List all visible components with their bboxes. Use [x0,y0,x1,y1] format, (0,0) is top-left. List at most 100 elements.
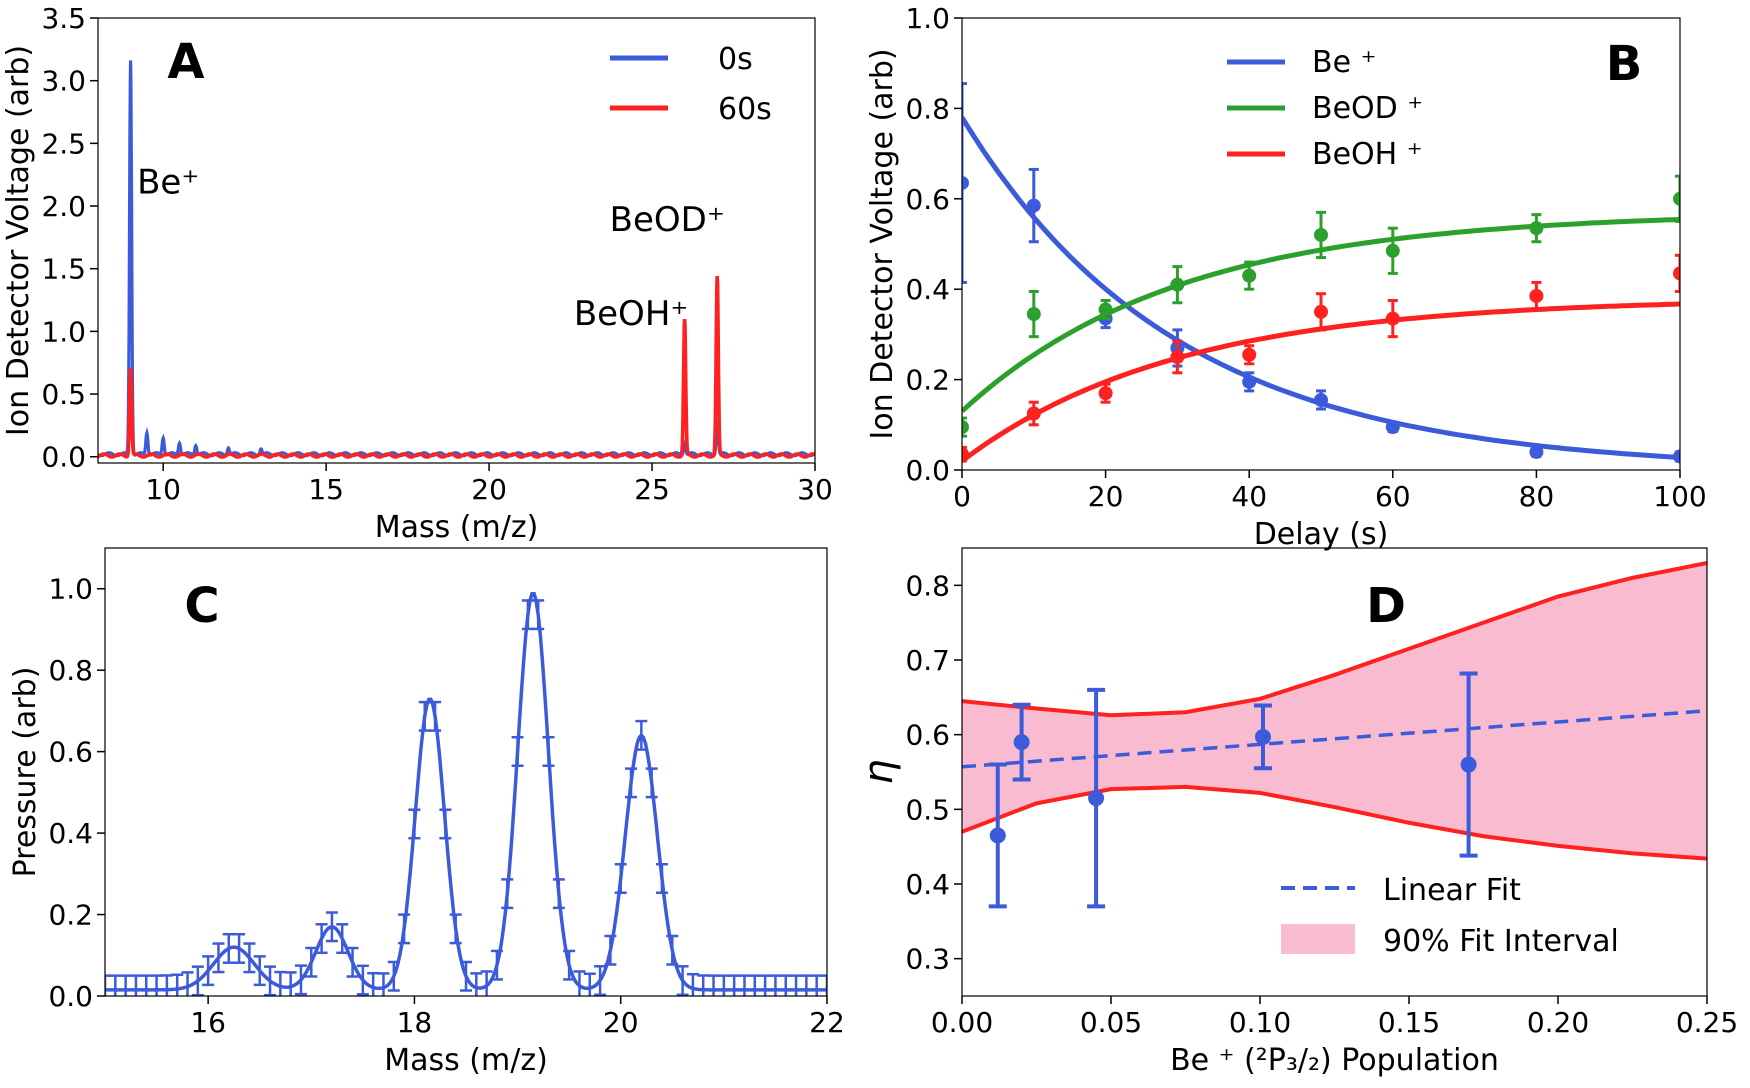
data-point [1673,191,1680,206]
x-tick-label: 30 [797,473,833,506]
y-tick-label: 2.0 [41,190,86,223]
y-axis-label: Pressure (arb) [8,667,43,878]
x-tick-label: 100 [1653,480,1706,513]
data-point [1170,350,1185,364]
panel-c: 16 18 20 22 0.0 0.2 0.4 0.6 0.8 1.0 Mass (m/z) Pres… [8,547,845,1078]
legend-label: 90% Fit Interval [1383,924,1619,959]
data-point [1529,444,1544,459]
y-tick-label: 0.7 [905,644,950,677]
x-tick-label: 0.15 [1378,1006,1440,1039]
x-tick-label: 0.20 [1527,1006,1589,1039]
axes-frame [104,547,828,997]
legend-label: Linear Fit [1383,873,1521,908]
y-tick-label: 3.5 [41,2,86,35]
plot-area [98,60,815,459]
y-tick-label: 0.5 [41,378,86,411]
data-point [1026,406,1041,421]
panel-d: 0.00 0.05 0.10 0.15 0.20 0.25 0.3 0.4 0.5 0.6 0.7 0… [856,547,1738,1078]
y-tick-label: 0.4 [905,868,950,901]
data-point [1098,302,1113,317]
panel-label: C [184,578,219,634]
panel-label: A [167,34,204,90]
panel-label: B [1606,36,1643,92]
legend-label: Be ⁺ [1312,45,1376,80]
x-tick-label: 0.00 [931,1006,993,1039]
data-point [1673,449,1680,464]
y-tick-label: 3.0 [41,65,86,98]
x-tick-label: 15 [308,473,344,506]
linear-fit-line [962,709,1707,769]
series-line-0s [98,60,815,458]
y-tick-label: 0.2 [905,364,950,397]
y-tick-label: 0.2 [48,899,93,932]
x-tick-label: 80 [1519,480,1555,513]
peak-annotation: BeOH⁺ [574,294,689,334]
data-point [962,175,969,190]
data-point [1460,756,1477,773]
legend-label: 0s [718,42,753,77]
peak-annotation: Be⁺ [137,162,199,202]
y-tick-label: 0.8 [905,92,950,125]
y-tick-label: 1.5 [41,253,86,286]
panel-b: 0 20 40 60 80 100 0.0 0.2 0.4 0.6 0.8 1.0 Delay (s) I… [865,2,1707,552]
y-tick-label: 1.0 [905,2,950,35]
y-tick-label: 0.5 [905,793,950,826]
data-point [1529,288,1544,303]
y-axis-label: Ion Detector Voltage (arb) [1,45,36,436]
data-point [1242,374,1257,389]
data-point [1088,790,1105,807]
data-point [1385,311,1400,326]
fit-interval-upper [962,560,1707,718]
x-tick-label: 16 [190,1006,226,1039]
y-tick-label: 0.6 [905,183,950,216]
plot-area [105,591,827,996]
data-point [1013,734,1030,751]
panel-label: D [1366,578,1406,634]
data-point [1026,307,1041,322]
data-point [1385,243,1400,258]
data-point [962,420,969,435]
x-tick-label: 0.25 [1676,1006,1738,1039]
data-point [1170,277,1185,292]
x-tick-label: 0.10 [1229,1006,1291,1039]
legend-swatch [1281,924,1355,954]
x-tick-label: 0 [953,480,971,513]
x-tick-label: 0.05 [1080,1006,1142,1039]
y-tick-label: 1.0 [41,315,86,348]
x-axis-label: Be ⁺ (²P₃/₂) Population [1170,1043,1499,1078]
data-point [989,827,1006,844]
legend-label: BeOH ⁺ [1312,137,1423,172]
data-point [1529,221,1544,236]
x-axis-label: Mass (m/z) [375,510,539,545]
y-tick-label: 0.0 [41,441,86,474]
x-axis-label: Delay (s) [1254,517,1389,552]
data-point [1385,420,1400,435]
y-tick-label: 0.3 [905,943,950,976]
data-point [1314,392,1328,407]
data-point [1242,347,1257,362]
x-tick-label: 20 [603,1006,639,1039]
legend-label: 60s [718,92,772,127]
axes-frame [97,17,816,464]
y-axis-label: Ion Detector Voltage (arb) [865,48,900,439]
data-point [1254,728,1271,745]
data-point [962,447,969,462]
fit-interval-band [962,562,1707,859]
y-tick-label: 0.6 [48,736,93,769]
y-tick-label: 1.0 [48,573,93,606]
axes-frame [961,547,1708,997]
y-tick-label: 0.0 [905,454,950,487]
data-point [1314,227,1328,242]
data-point [1098,386,1113,401]
y-tick-label: 0.8 [48,654,93,687]
y-axis-label: η [856,759,902,784]
x-tick-label: 10 [145,473,181,506]
x-tick-label: 22 [809,1006,845,1039]
plot-area [962,82,1680,464]
data-point [1242,268,1257,283]
y-tick-label: 0.6 [905,719,950,752]
peak-annotation: BeOD⁺ [610,200,725,240]
panel-a: 10 15 20 25 30 0.0 0.5 1.0 1.5 2.0 2.5 3.0 3.5 Mass (… [1,2,833,545]
x-tick-label: 18 [397,1006,433,1039]
